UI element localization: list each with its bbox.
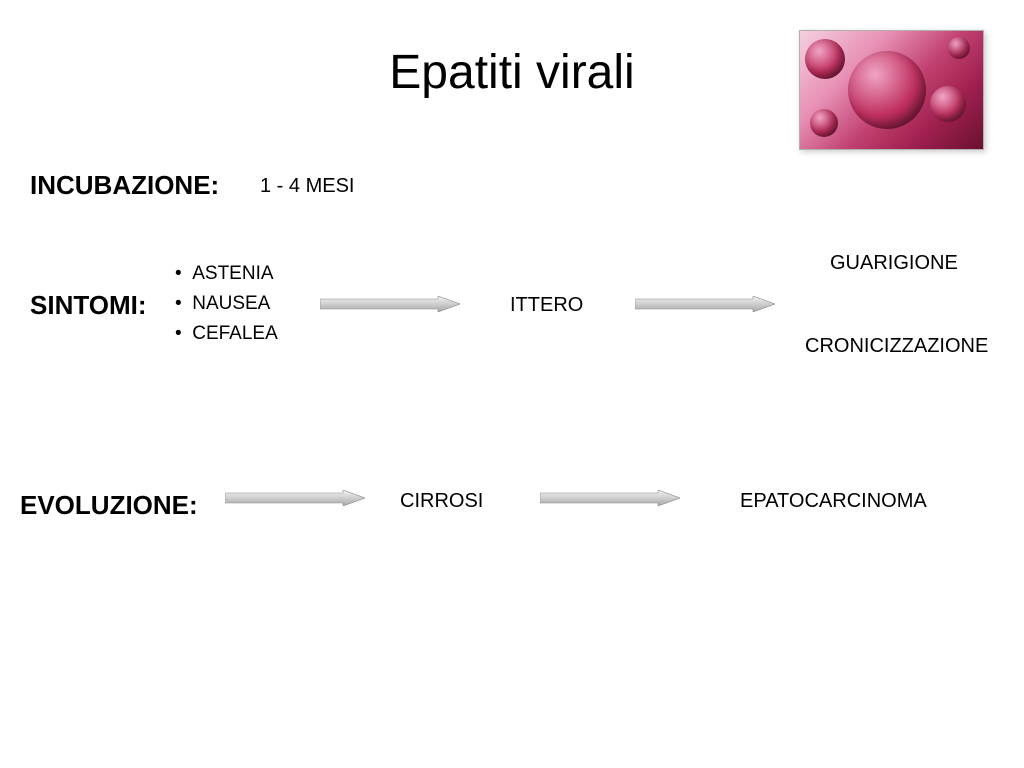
- incubazione-value: 1 - 4 MESI: [260, 175, 354, 198]
- symptom-text: NAUSEA: [192, 293, 270, 314]
- symptom-item: • NAUSEA: [175, 293, 270, 315]
- sintomi-label: SINTOMI:: [30, 290, 147, 321]
- evoluzione-stage1: CIRROSI: [400, 490, 483, 513]
- symptom-item: • CEFALEA: [175, 323, 278, 345]
- virus-image: [799, 30, 984, 150]
- evoluzione-label: EVOLUZIONE:: [20, 490, 198, 521]
- arrow-icon: [635, 296, 775, 312]
- arrow-icon: [225, 490, 365, 506]
- outcome-cronicizzazione: CRONICIZZAZIONE: [805, 335, 988, 358]
- symptom-item: • ASTENIA: [175, 263, 274, 285]
- arrow-icon: [540, 490, 680, 506]
- symptom-text: ASTENIA: [192, 263, 273, 284]
- evoluzione-stage2: EPATOCARCINOMA: [740, 490, 927, 513]
- outcome-guarigione: GUARIGIONE: [830, 252, 958, 275]
- symptom-text: CEFALEA: [192, 323, 278, 344]
- arrow-icon: [320, 296, 460, 312]
- sintomi-middle: ITTERO: [510, 294, 583, 317]
- incubazione-label: INCUBAZIONE:: [30, 170, 219, 201]
